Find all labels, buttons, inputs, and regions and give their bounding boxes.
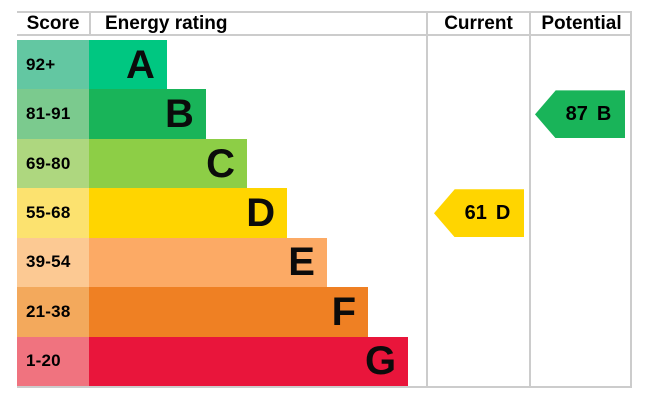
band-row: 92+ A (17, 40, 426, 90)
header-score: Score (26, 13, 80, 34)
band-bar: B (89, 89, 206, 139)
band-row: 69-80 C (17, 138, 426, 189)
band-bar: F (89, 287, 369, 337)
band-row: 21-38 F (17, 287, 426, 337)
band-bar: E (89, 237, 327, 288)
potential-rating-band: B (596, 102, 612, 125)
band-row: 81-91 B (17, 89, 426, 139)
band-score-range: 1-20 (17, 336, 89, 386)
potential-rating-label: 87 B (549, 103, 612, 126)
band-letter: A (125, 42, 155, 87)
band-bar-area: E (89, 237, 426, 288)
band-row: 39-54 E (17, 237, 426, 288)
band-letter: G (365, 339, 397, 384)
band-bar-area: A (89, 40, 426, 90)
band-bar-area: D (89, 188, 426, 238)
current-rating-band: D (495, 201, 511, 224)
band-bar-area: C (89, 138, 426, 189)
header-current: Current (444, 13, 513, 34)
potential-rating-value: 87 (565, 102, 588, 125)
band-row: 55-68 D (17, 188, 426, 238)
potential-rating-arrow: 87 B (535, 90, 625, 139)
band-score-range: 55-68 (17, 188, 89, 238)
band-letter: C (206, 141, 236, 186)
band-score-range: 92+ (17, 40, 89, 90)
band-letter: D (246, 190, 276, 235)
current-rating-arrow: 61 D (434, 189, 524, 238)
band-score-range: 69-80 (17, 138, 89, 189)
band-bar: D (89, 188, 288, 238)
header-potential: Potential (541, 13, 622, 34)
band-score-range: 39-54 (17, 237, 89, 288)
band-bar: C (89, 138, 248, 189)
band-bar: G (89, 336, 409, 386)
band-letter: E (288, 240, 315, 285)
bands-area: 92+ A 81-91 B 69-80 (17, 40, 426, 386)
header-energy-rating: Energy rating (89, 13, 227, 34)
band-score-range: 81-91 (17, 89, 89, 139)
band-bar-area: B (89, 89, 426, 139)
band-score-range: 21-38 (17, 287, 89, 337)
epc-table: Score Energy rating 92+ A 81-91 B (17, 11, 632, 388)
current-column: Current 61 D (426, 13, 529, 386)
band-bar-area: G (89, 336, 426, 386)
band-letter: F (331, 289, 357, 334)
band-row: 1-20 G (17, 336, 426, 386)
band-letter: B (165, 92, 194, 137)
current-rating-label: 61 D (448, 202, 511, 225)
current-rating-value: 61 (464, 201, 487, 224)
band-bar: A (89, 40, 167, 90)
band-bar-area: F (89, 287, 426, 337)
potential-column: Potential 87 B (529, 13, 632, 386)
